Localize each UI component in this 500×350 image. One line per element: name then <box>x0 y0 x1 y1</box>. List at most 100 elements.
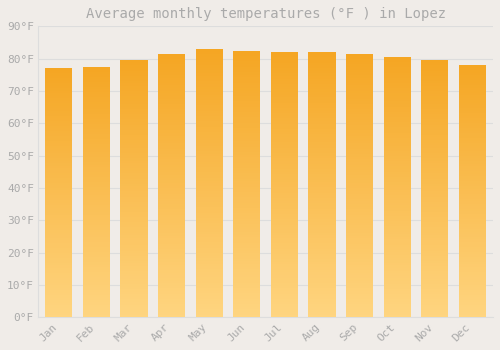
Bar <box>308 172 336 174</box>
Bar <box>459 222 486 224</box>
Bar <box>233 301 260 304</box>
Bar <box>271 148 298 150</box>
Bar <box>158 186 185 188</box>
Bar <box>158 273 185 275</box>
Bar <box>83 287 110 290</box>
Bar <box>346 252 373 254</box>
Bar <box>83 197 110 199</box>
Bar <box>233 261 260 264</box>
Bar <box>83 232 110 235</box>
Bar <box>421 297 448 300</box>
Bar <box>196 119 222 121</box>
Bar <box>346 299 373 302</box>
Bar <box>120 122 148 125</box>
Bar <box>346 133 373 135</box>
Bar <box>308 182 336 185</box>
Bar <box>46 121 72 123</box>
Bar <box>459 133 486 136</box>
Bar <box>83 160 110 162</box>
Bar <box>46 310 72 313</box>
Bar <box>46 116 72 118</box>
Bar <box>346 83 373 85</box>
Bar <box>120 109 148 112</box>
Bar <box>233 93 260 96</box>
Bar <box>308 312 336 315</box>
Bar <box>233 155 260 158</box>
Bar <box>83 124 110 127</box>
Bar <box>459 68 486 70</box>
Bar <box>271 163 298 166</box>
Bar <box>233 240 260 243</box>
Bar <box>459 65 486 68</box>
Bar <box>196 202 222 205</box>
Bar <box>421 261 448 264</box>
Bar <box>346 283 373 286</box>
Bar <box>233 125 260 128</box>
Bar <box>421 258 448 261</box>
Bar <box>158 194 185 196</box>
Bar <box>120 125 148 127</box>
Bar <box>233 85 260 88</box>
Bar <box>308 180 336 182</box>
Bar <box>46 113 72 116</box>
Bar <box>120 253 148 256</box>
Bar <box>346 278 373 281</box>
Bar <box>120 287 148 289</box>
Bar <box>459 259 486 262</box>
Bar <box>421 104 448 106</box>
Bar <box>233 203 260 205</box>
Bar <box>83 250 110 252</box>
Bar <box>83 102 110 104</box>
Bar <box>196 68 222 70</box>
Bar <box>233 283 260 286</box>
Bar <box>233 227 260 229</box>
Bar <box>346 209 373 212</box>
Bar <box>83 220 110 222</box>
Bar <box>233 128 260 131</box>
Bar <box>46 263 72 265</box>
Bar <box>308 267 336 270</box>
Bar <box>384 180 410 182</box>
Bar <box>308 233 336 235</box>
Bar <box>271 302 298 304</box>
Bar <box>384 125 410 127</box>
Bar <box>308 254 336 257</box>
Bar <box>46 213 72 215</box>
Bar <box>46 230 72 233</box>
Bar <box>158 157 185 159</box>
Bar <box>459 206 486 209</box>
Bar <box>196 103 222 105</box>
Bar <box>459 100 486 103</box>
Bar <box>271 84 298 87</box>
Bar <box>83 142 110 145</box>
Bar <box>158 122 185 125</box>
Bar <box>308 262 336 265</box>
Bar <box>120 225 148 228</box>
Bar <box>46 181 72 183</box>
Bar <box>233 229 260 232</box>
Bar <box>120 194 148 197</box>
Bar <box>459 244 486 247</box>
Bar <box>271 262 298 265</box>
Bar <box>271 174 298 177</box>
Bar <box>421 248 448 251</box>
Bar <box>346 77 373 80</box>
Bar <box>421 106 448 109</box>
Bar <box>421 76 448 78</box>
Bar <box>346 122 373 125</box>
Bar <box>158 302 185 304</box>
Bar <box>120 63 148 65</box>
Bar <box>384 88 410 91</box>
Bar <box>46 248 72 250</box>
Bar <box>196 51 222 54</box>
Bar <box>233 64 260 66</box>
Bar <box>158 278 185 281</box>
Bar <box>421 243 448 245</box>
Bar <box>83 79 110 82</box>
Bar <box>308 116 336 119</box>
Bar <box>120 191 148 194</box>
Bar <box>421 132 448 135</box>
Bar <box>83 313 110 315</box>
Bar <box>83 195 110 197</box>
Bar <box>421 122 448 125</box>
